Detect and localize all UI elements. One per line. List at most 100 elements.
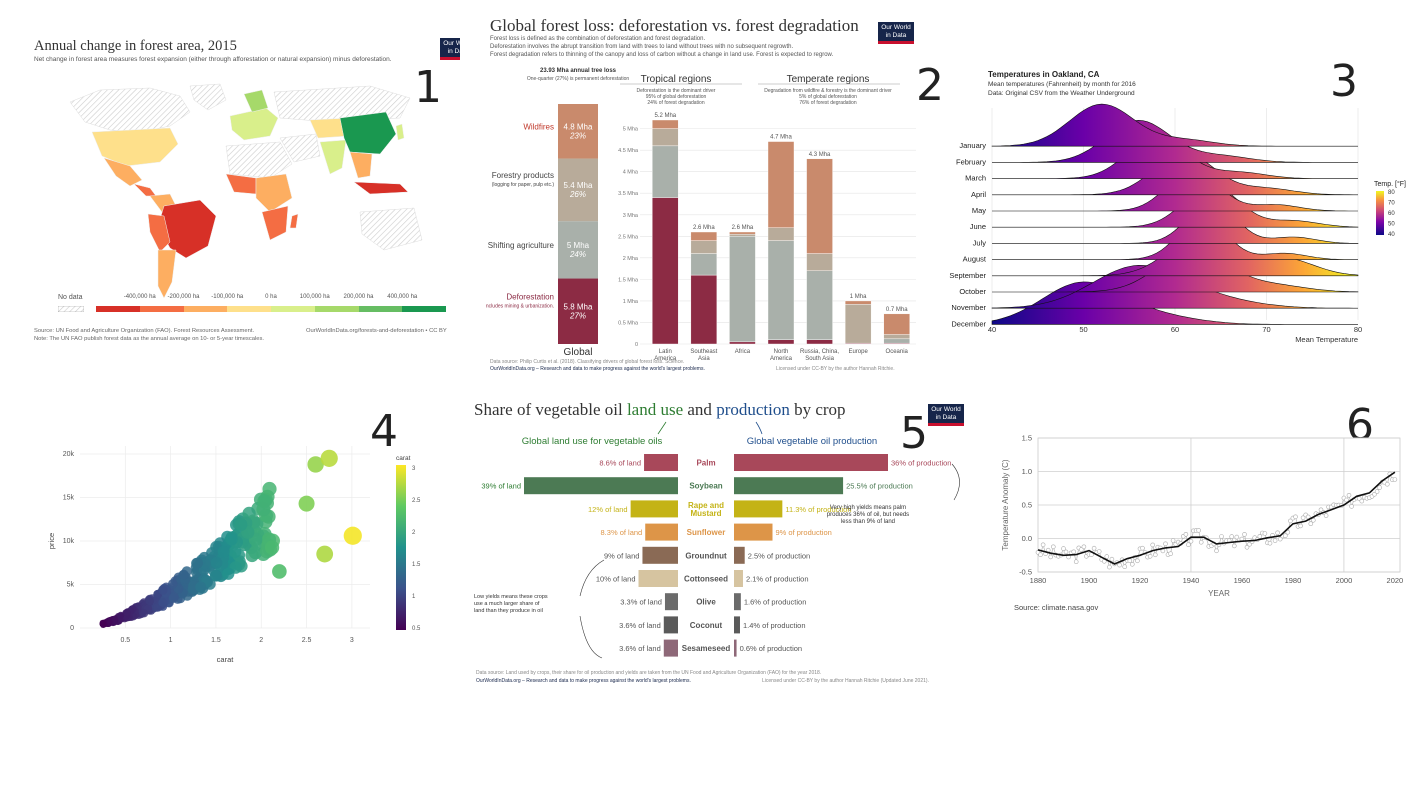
- annual-point: [1298, 523, 1303, 529]
- right-header: Global vegetable oil production: [747, 436, 877, 447]
- panel-ridgeline: 3 Temperatures in Oakland, CA Mean tempe…: [930, 60, 1422, 350]
- scatter-point: [257, 494, 272, 509]
- note-right-3: less than 9% of land: [841, 519, 895, 525]
- scatter-point: [307, 456, 324, 473]
- y-tick-label: 1.0: [1022, 467, 1032, 476]
- arrow-left: [657, 421, 667, 435]
- annual-point: [1242, 532, 1247, 537]
- chart-subtitle: Net change in forest area measures fores…: [34, 56, 392, 63]
- world-map: [69, 83, 423, 299]
- land-value-label: 9% of land: [604, 551, 639, 560]
- legend-tick-label: -100,000 ha: [211, 294, 244, 300]
- panel-scatter: 4 0 5k 10k 15k 20k 0.5 1 1.5 2 2.5 3 carat price cara…: [40, 410, 440, 680]
- scatter-point: [217, 545, 230, 558]
- bar-segment: [806, 158, 833, 254]
- prod-value-label: 0.6% of production: [740, 644, 803, 653]
- y-tick-label: 0.5 Mha: [618, 320, 639, 326]
- annual-point: [1061, 546, 1066, 551]
- global-header-2: One-quarter (27%) is permanent deforesta…: [527, 76, 629, 82]
- bar-segment: [883, 334, 910, 340]
- month-label: March: [965, 174, 986, 183]
- x-tick-label: Africa: [735, 349, 751, 355]
- annual-point: [1308, 521, 1314, 526]
- region-china: [339, 111, 397, 155]
- figure-number: 4: [370, 410, 398, 457]
- annual-point: [1244, 545, 1250, 550]
- legend-swatch: [402, 306, 446, 312]
- y-tick-label: -0.5: [1019, 568, 1032, 577]
- prod-value-label: 2.5% of production: [748, 551, 811, 560]
- legend-tick-label: -200,000 ha: [167, 294, 200, 300]
- bar-segment: [729, 233, 756, 237]
- annual-point: [1232, 543, 1237, 549]
- x-axis-label: carat: [217, 655, 235, 664]
- x-tick-label: Asia: [698, 356, 710, 362]
- desc-line-2: Deforestation involves the abrupt transi…: [490, 44, 794, 50]
- prod-bar-3: [734, 523, 773, 541]
- legend-tick-label: 50: [1388, 222, 1395, 228]
- prod-bar-8: [734, 639, 737, 657]
- x-tick-label: 1: [169, 637, 173, 644]
- land-bar-2: [630, 500, 678, 518]
- global-label: Global: [564, 347, 593, 358]
- crop-label: Sesameseed: [682, 644, 731, 653]
- legend-color-bar: [96, 306, 446, 312]
- temperate-desc: 5% of global deforestation: [799, 94, 857, 100]
- annual-point: [1234, 534, 1240, 540]
- annual-point: [1214, 548, 1219, 554]
- region-indonesia: [353, 181, 409, 195]
- region-australia: [359, 207, 423, 251]
- annual-point: [1318, 507, 1324, 513]
- annual-point: [1109, 556, 1115, 562]
- annual-point: [1359, 498, 1365, 504]
- legend-tick-label: 100,000 ha: [299, 294, 330, 300]
- chart-title: Global forest loss: deforestation vs. fo…: [490, 16, 859, 35]
- x-tick-label: 1880: [1030, 576, 1047, 585]
- crop-label: Olive: [696, 598, 716, 607]
- prod-bar-2: [734, 500, 783, 518]
- x-tick-label: 60: [1171, 325, 1179, 334]
- scatter-point: [234, 518, 248, 531]
- annual-point: [1229, 534, 1234, 539]
- region-west-africa: [225, 173, 257, 195]
- bar-total-label: 2.6 Mha: [732, 225, 754, 231]
- temperate-label: Temperate regions: [787, 74, 870, 85]
- prod-bar-7: [734, 616, 740, 634]
- annual-point: [1196, 528, 1201, 533]
- license-text: Licensed under CC-BY by the author Hanna…: [776, 366, 895, 372]
- chart-data-line: Data: Original CSV from the Weather Unde…: [988, 90, 1135, 97]
- annual-point: [1377, 485, 1382, 490]
- land-bar-5: [638, 570, 678, 587]
- annual-point: [1063, 549, 1069, 555]
- y-tick-label: 2 Mha: [623, 256, 639, 262]
- x-tick-label: Latin: [659, 349, 672, 355]
- x-tick-label: America: [770, 356, 793, 362]
- y-tick-label: 4.5 Mha: [618, 148, 639, 154]
- annual-point: [1346, 493, 1352, 498]
- annual-point: [1081, 544, 1087, 550]
- bar-total-label: 5.2 Mha: [654, 113, 676, 119]
- land-bar-3: [645, 523, 678, 541]
- scatter-point: [262, 481, 277, 497]
- annual-point: [1275, 530, 1280, 536]
- figure-number: 5: [900, 408, 928, 459]
- left-header: Global land use for vegetable oils: [522, 436, 663, 447]
- x-tick-label: 2.5: [302, 637, 312, 644]
- scatter-point: [225, 533, 238, 546]
- x-tick-label: 70: [1262, 325, 1270, 334]
- owid-logo: Our World in Data: [440, 38, 460, 60]
- y-tick-label: 5k: [67, 582, 75, 589]
- no-data-swatch: [58, 306, 84, 312]
- month-label: July: [973, 238, 987, 247]
- x-tick-label: 1980: [1285, 576, 1302, 585]
- source-text: Data source: Philip Curtis et al. (2018)…: [490, 359, 684, 365]
- y-tick-label: 1.5: [1022, 434, 1032, 443]
- scatter-point: [316, 545, 334, 563]
- crop-label: Groundnut: [685, 551, 727, 560]
- x-tick-label: 2020: [1387, 576, 1404, 585]
- annual-point: [1293, 514, 1298, 520]
- figure-number: 2: [916, 60, 944, 111]
- desc-line-1: Forest loss is defined as the combinatio…: [490, 36, 706, 42]
- note-right-1: Very high yields means palm: [830, 505, 906, 511]
